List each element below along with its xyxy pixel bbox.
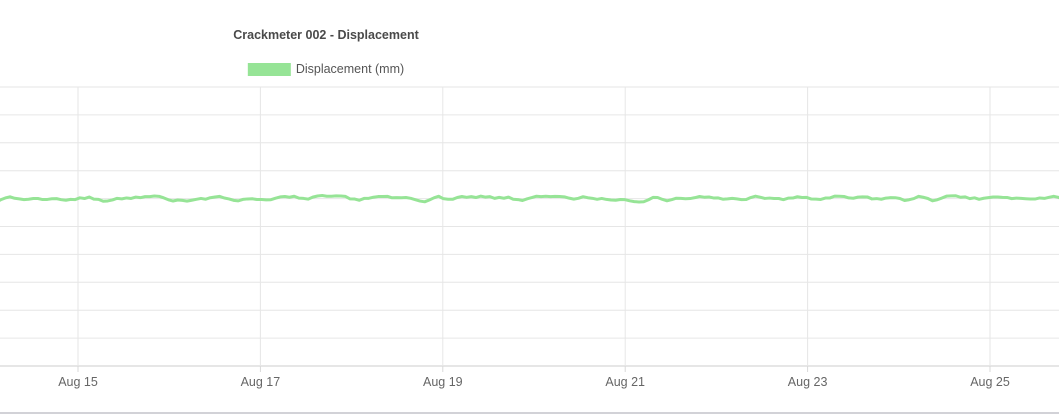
x-axis-label: Aug 17: [240, 375, 281, 389]
legend-item-displacement[interactable]: Displacement (mm): [247, 62, 405, 76]
displacement-series-line: [0, 194, 1059, 204]
x-axis-label: Aug 25: [970, 375, 1010, 389]
x-axis-label: Aug 19: [422, 375, 463, 389]
legend-label: Displacement (mm): [295, 62, 405, 76]
legend-swatch-icon: [247, 62, 291, 76]
x-axis-label: Aug 21: [605, 375, 645, 389]
x-axis-label: Aug 15: [58, 375, 98, 389]
chart-legend: Displacement (mm): [247, 62, 405, 76]
widget-bottom-border: [0, 412, 1059, 414]
x-axis-label: Aug 23: [787, 375, 828, 389]
chart-title: Crackmeter 002 - Displacement: [233, 28, 419, 42]
